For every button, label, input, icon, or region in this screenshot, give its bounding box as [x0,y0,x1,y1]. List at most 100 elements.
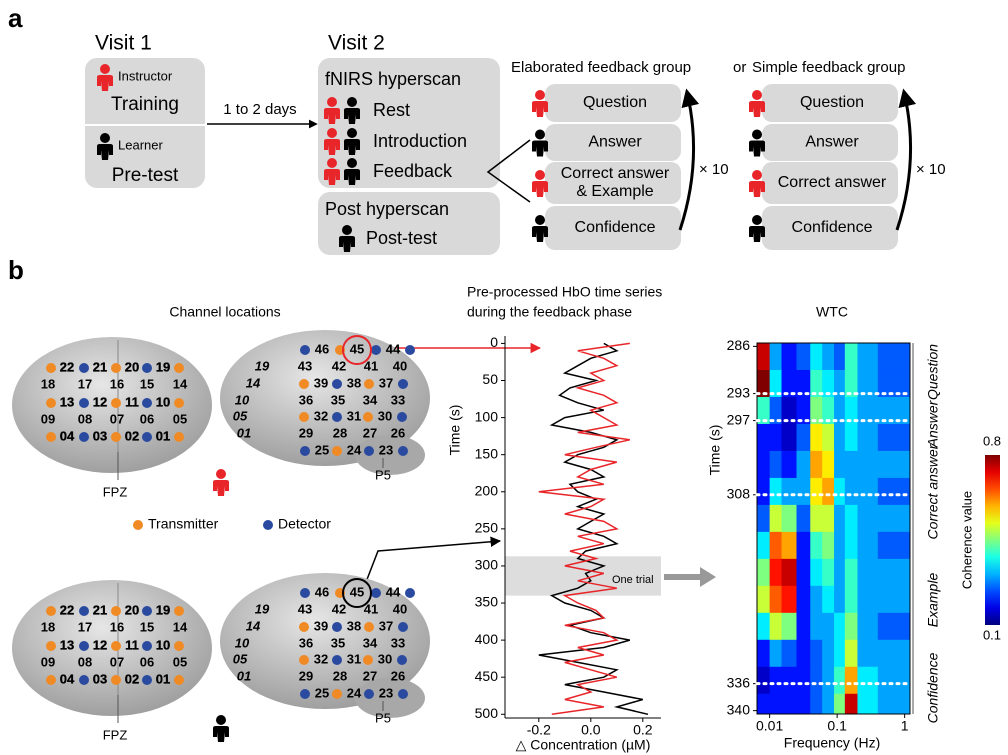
channel-number: 10 [235,392,250,407]
heatmap-cell [857,613,878,640]
heatmap-cell [878,559,911,586]
channel-number: 26 [391,668,405,683]
channel-number: 35 [331,392,345,407]
panel-label: b [8,255,24,285]
channel-number: 21 [93,359,107,374]
y-tick-label: 200 [475,482,499,498]
landmark: P5 [375,467,391,482]
channel-number: 32 [314,651,328,666]
channel-number: 23 [379,685,393,700]
channel-number: 26 [391,425,405,440]
heatmap-cell [770,343,782,370]
heatmap-cell [782,343,797,370]
y-tick-label: 500 [475,705,499,721]
channel-number: 14 [246,375,261,390]
channel-number: 17 [78,376,92,391]
optode [111,398,121,408]
landmark: FPZ [103,727,128,742]
step-label: Rest [373,100,410,120]
channel-number: 23 [379,442,393,457]
y-tick-label: 50 [482,371,498,387]
heatmap-cell [757,559,770,586]
channel-number: 21 [93,602,107,617]
landmark: P5 [375,710,391,725]
heatmap-cell [845,586,858,613]
heatmap-cell [796,586,810,613]
optode [405,588,415,598]
channel-number: 03 [93,671,107,686]
heatmap-cell [782,505,797,532]
channel-number: 14 [173,619,188,634]
heatmap-cell [822,667,834,694]
heatmap-cell [834,613,845,640]
optode [332,689,342,699]
optode [174,432,184,442]
heatmap-cell [878,667,911,694]
instructor-icon [213,469,229,496]
channel-number: 17 [78,619,92,634]
step-label: Confidence [575,219,656,236]
heatmap-cell [878,532,911,559]
channel-number: 02 [125,428,139,443]
heatmap-cell [782,478,797,505]
channel-number: 33 [391,392,405,407]
heatmap-cell [834,640,845,667]
x-tick-label: 0.0 [581,722,601,738]
heatmap-cell [878,451,911,478]
chart-title: during the feedback phase [467,304,632,320]
test-label: Post-test [366,228,437,248]
series-line [539,343,630,714]
colorbar-label: Coherence value [959,491,974,589]
heatmap-cell [845,478,858,505]
heatmap-cell [845,451,858,478]
heatmap-cell [845,667,858,694]
legend-label: Detector [278,516,331,532]
optode [79,363,89,373]
step-label: Question [583,94,647,111]
heatmap-cell [810,640,822,667]
session-label: Training [111,94,179,115]
phase-label: Correct answer [925,443,941,539]
repeat-label: × 10 [916,161,946,178]
channel-number: 31 [347,408,361,423]
optode [332,622,342,632]
channel-number: 29 [299,425,313,440]
optode [79,398,89,408]
heatmap-cell [857,586,878,613]
optode [142,606,152,616]
optode [300,689,310,699]
hyperscan-label: fNIRS hyperscan [325,69,461,89]
test-label: Pre-test [112,165,179,186]
channels-title: Channel locations [169,304,280,320]
channel-number: 44 [386,584,401,599]
heatmap-cell [822,343,834,370]
optode [111,363,121,373]
heatmap-cell [796,505,810,532]
channel-number: 01 [237,425,251,440]
optode [397,412,407,422]
channel-number: 10 [235,635,250,650]
heatmap-cell [834,451,845,478]
panel-label: a [8,3,23,33]
heatmap-cell [770,613,782,640]
heatmap-cell [757,505,770,532]
step-label: & Example [576,183,653,200]
channel-number: 05 [173,654,187,669]
heatmap-cell [796,343,810,370]
channel-number: 06 [140,654,154,669]
channel-number: 38 [347,375,361,390]
colorbar-tick-label: 0.8 [983,433,1001,448]
heatmap-cells [757,343,911,721]
heatmap-cell [782,640,797,667]
optode [300,345,310,355]
channel-number: 29 [299,668,313,683]
heatmap-cell [845,343,858,370]
channel-number: 05 [173,411,187,426]
heatmap-cell [878,478,911,505]
channel-number: 34 [363,392,378,407]
heatmap-cell [782,586,797,613]
y-tick-label: 400 [475,631,499,647]
x-tick-label: 0.1 [827,718,847,734]
y-tick-label: 0 [490,334,498,350]
heatmap-cell [782,424,797,451]
